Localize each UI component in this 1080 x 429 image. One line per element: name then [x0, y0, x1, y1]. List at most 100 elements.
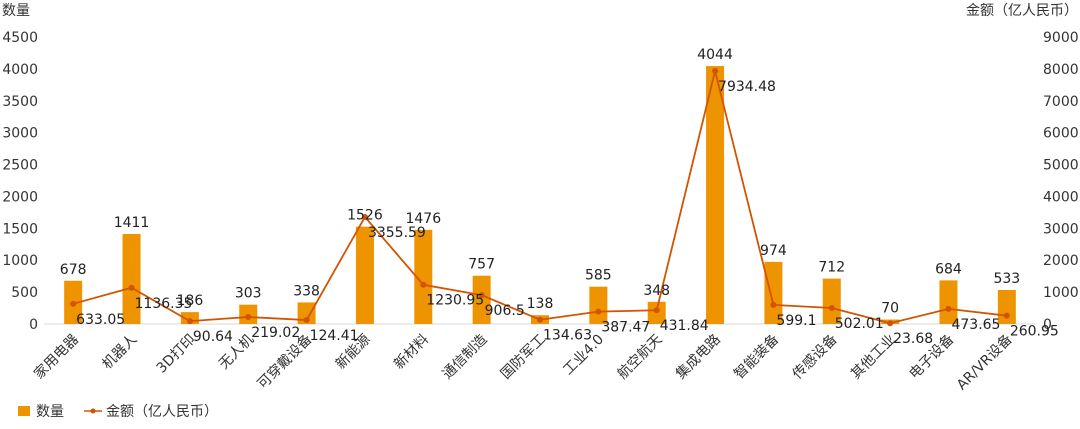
line-value-label: 431.84: [660, 318, 709, 334]
y-right-tick-label: 4000: [1043, 189, 1079, 205]
line-marker: [478, 292, 485, 299]
line-marker: [712, 67, 719, 74]
bar: [706, 66, 725, 324]
line-data-labels: 633.05 1136.35 90.64 219.02 124.41 3355.59 123…: [76, 79, 1059, 347]
category-label: 传感设备: [789, 331, 841, 383]
category-label: 新材料: [391, 332, 432, 373]
y-axis-left-ticks: 0 500 1000 1500 2000 2500 3000 3500 4000 4500: [2, 30, 38, 333]
category-label: 家用电器: [30, 331, 82, 383]
line-value-label: 906.5: [485, 303, 525, 319]
y-left-tick-label: 500: [11, 285, 38, 301]
bar: [997, 290, 1016, 324]
line-marker: [70, 300, 77, 307]
bar: [414, 229, 433, 324]
y-right-tick-label: 7000: [1043, 94, 1079, 110]
line-marker: [595, 308, 602, 315]
line-value-label: 124.41: [310, 328, 359, 344]
line-value-label: 219.02: [251, 325, 300, 341]
bar-value-label: 533: [993, 271, 1020, 287]
category-label: 通信制造: [440, 332, 491, 383]
category-label: 其他工业: [848, 332, 899, 383]
category-label: 集成电路: [672, 331, 724, 383]
line-value-label: 1230.95: [426, 293, 484, 309]
legend: 数量 金额（亿人民币）: [18, 404, 218, 420]
bar-value-label: 712: [818, 260, 845, 276]
amount-line: [72, 70, 1007, 325]
y-left-tick-label: 4000: [2, 62, 38, 78]
line-value-label: 633.05: [76, 312, 125, 328]
legend-swatch-marker: [90, 408, 96, 414]
line-marker: [770, 301, 777, 308]
bar-value-label: 684: [935, 261, 962, 277]
bar: [122, 234, 141, 324]
line-value-label: 502.01: [835, 316, 884, 332]
bar-series: [64, 66, 1016, 324]
category-label: 国防军工: [498, 332, 549, 383]
bar: [297, 302, 316, 324]
bar-data-labels: 678 1411 186 303 338 1526 1476 757 138 585 348 4044…: [60, 47, 1020, 316]
line-value-label: 90.64: [193, 329, 233, 345]
line-marker: [653, 307, 660, 314]
y-left-tick-label: 4500: [2, 30, 38, 46]
line-marker: [1003, 312, 1010, 319]
legend-label-bar: 数量: [36, 404, 64, 420]
y-left-tick-label: 3000: [2, 126, 38, 142]
line-marker: [828, 304, 835, 311]
bar-value-label: 585: [585, 268, 612, 284]
y-left-tick-label: 2000: [2, 189, 38, 205]
y-right-tick-label: 1000: [1043, 285, 1079, 301]
y-right-tick-label: 8000: [1043, 62, 1079, 78]
bar: [822, 278, 841, 324]
bar-value-label: 1476: [405, 211, 441, 227]
line-marker: [245, 314, 252, 321]
line-marker: [887, 320, 894, 327]
y-right-tick-label: 5000: [1043, 158, 1079, 174]
y-right-tick-label: 3000: [1043, 221, 1079, 237]
bar: [589, 286, 608, 324]
bar-value-label: 303: [235, 286, 262, 302]
line-value-label: 23.68: [893, 331, 933, 347]
line-marker: [945, 305, 952, 312]
line-marker: [186, 318, 193, 325]
line-marker: [128, 284, 135, 291]
category-label: 航空航天: [615, 332, 666, 383]
line-value-label: 599.1: [776, 313, 816, 329]
bar-value-label: 974: [760, 243, 787, 259]
y-left-tick-label: 1000: [2, 253, 38, 269]
bar-value-label: 338: [293, 283, 320, 299]
y-axis-right-title: 金额（亿人民币）: [966, 3, 1078, 19]
legend-swatch-bar: [18, 406, 30, 416]
line-value-label: 473.65: [951, 317, 1000, 333]
y-right-tick-label: 2000: [1043, 253, 1079, 269]
line-marker: [420, 281, 427, 288]
bar-value-label: 348: [643, 283, 670, 299]
y-axis-right-ticks: 0 1000 2000 3000 4000 5000 6000 7000 8000 9000: [1043, 30, 1079, 333]
line-value-label: 7934.48: [718, 79, 776, 95]
category-label: AR/VR设备: [953, 331, 1015, 393]
line-marker: [303, 317, 310, 324]
line-value-label: 134.63: [543, 328, 592, 344]
bar-value-label: 186: [177, 293, 204, 309]
bar-value-label: 70: [881, 301, 899, 317]
bar-value-label: 757: [468, 257, 495, 273]
bar: [939, 280, 958, 324]
y-right-tick-label: 0: [1043, 317, 1052, 333]
bar-value-label: 138: [527, 296, 554, 312]
bar: [355, 226, 374, 324]
bar-value-label: 678: [60, 262, 87, 278]
y-right-tick-label: 6000: [1043, 126, 1079, 142]
bar-value-label: 4044: [697, 47, 733, 63]
line-value-label: 387.47: [601, 320, 650, 336]
line-marker: [361, 213, 368, 220]
bar: [764, 261, 783, 324]
line-value-label: 1136.35: [135, 296, 193, 312]
legend-label-line: 金额（亿人民币）: [106, 404, 218, 420]
y-right-tick-label: 9000: [1043, 30, 1079, 46]
line-value-label: 3355.59: [368, 225, 426, 241]
line-series: [70, 67, 1010, 327]
y-left-tick-label: 0: [29, 317, 38, 333]
y-left-tick-label: 2500: [2, 158, 38, 174]
y-left-tick-label: 1500: [2, 221, 38, 237]
